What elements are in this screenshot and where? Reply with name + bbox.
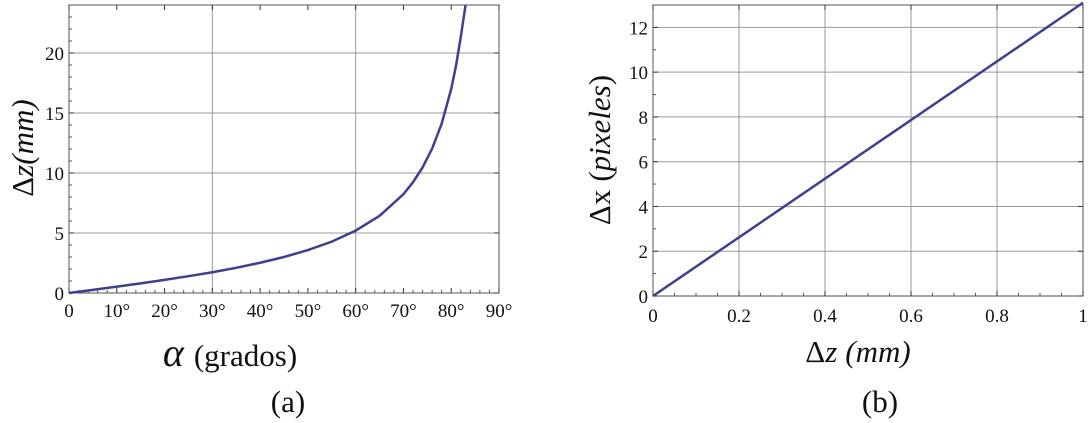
y-axis-label-a-unit: (mm) bbox=[5, 99, 40, 164]
y-tick-label-b: 6 bbox=[639, 153, 649, 174]
gridlines-b bbox=[653, 5, 1083, 296]
x-axis-label-a-text: (grados) bbox=[194, 338, 297, 373]
chart-a: 0 10° 20° 30° 40° 50° 60° 70° 80° 90° 0 5 10 15 20 α (… bbox=[5, 4, 512, 419]
gridlines-a bbox=[69, 5, 499, 293]
plot-frame-a bbox=[68, 4, 500, 294]
x-tick-label-a: 30° bbox=[199, 301, 226, 322]
x-tick-label-b: 0 bbox=[648, 306, 658, 327]
x-axis-label-b-symbol: Δ bbox=[805, 334, 825, 369]
y-tick-label-b: 2 bbox=[639, 242, 649, 263]
y-axis-label-b-var: x bbox=[582, 189, 617, 205]
x-tick-label-a: 50° bbox=[295, 301, 322, 322]
x-axis-label-a-symbol: α bbox=[163, 330, 185, 375]
x-tick-label-a: 80° bbox=[438, 301, 465, 322]
x-tick-label-b: 0.6 bbox=[899, 306, 923, 327]
x-tick-label-a: 0 bbox=[64, 301, 74, 322]
x-axis-label-b-var: z bbox=[824, 334, 837, 369]
y-tick-label-b: 4 bbox=[639, 197, 649, 218]
x-tick-label-a: 20° bbox=[151, 301, 178, 322]
panel-label-b: (b) bbox=[862, 384, 898, 419]
series-line-b bbox=[652, 1, 1084, 298]
x-axis-label-b-unit: (mm) bbox=[845, 334, 910, 369]
x-axis-label-a: α (grados) bbox=[163, 330, 297, 375]
panel-label-a: (a) bbox=[271, 384, 305, 419]
x-tick-label-a: 60° bbox=[342, 301, 369, 322]
y-axis-label-b: Δx(pixeles) bbox=[582, 75, 617, 225]
x-tick-label-a: 90° bbox=[486, 301, 513, 322]
y-tick-label-b: 0 bbox=[639, 287, 649, 308]
x-tick-label-b: 0.2 bbox=[727, 306, 751, 327]
y-tick-label-a: 0 bbox=[55, 284, 65, 305]
y-axis-ticks-b: 0 2 4 6 8 10 12 bbox=[629, 4, 1083, 308]
y-tick-label-a: 5 bbox=[55, 224, 65, 245]
y-axis-label-a-symbol: Δ bbox=[5, 177, 40, 197]
y-axis-label-a: Δz(mm) bbox=[5, 99, 40, 196]
series-line-a bbox=[68, 4, 467, 295]
x-tick-label-b: 1 bbox=[1078, 306, 1088, 327]
x-tick-label-a: 10° bbox=[103, 301, 130, 322]
x-tick-label-b: 0.4 bbox=[813, 306, 837, 327]
y-axis-label-b-unit: pixeles bbox=[582, 85, 617, 173]
y-tick-label-b: 8 bbox=[639, 108, 649, 129]
y-tick-label-a: 15 bbox=[45, 104, 64, 125]
y-tick-label-b: 12 bbox=[629, 18, 648, 39]
x-tick-label-b: 0.8 bbox=[985, 306, 1009, 327]
y-axis-ticks-a: 0 5 10 15 20 bbox=[45, 4, 499, 305]
chart-b: 0 0.2 0.4 0.6 0.8 1 0 2 4 6 8 10 12 Δz (mm) Δx(pixel… bbox=[582, 1, 1088, 419]
x-axis-ticks-b: 0 0.2 0.4 0.6 0.8 1 bbox=[648, 5, 1088, 327]
x-axis-label-b: Δz (mm) bbox=[805, 334, 910, 369]
y-tick-label-a: 20 bbox=[45, 44, 64, 65]
y-tick-label-a: 10 bbox=[45, 164, 64, 185]
y-axis-label-b-symbol: Δ bbox=[582, 205, 617, 225]
x-axis-ticks-a: 0 10° 20° 30° 40° 50° 60° 70° 80° 90° bbox=[64, 5, 512, 322]
x-tick-label-a: 40° bbox=[247, 301, 274, 322]
y-tick-label-b: 10 bbox=[629, 63, 648, 84]
x-tick-label-a: 70° bbox=[390, 301, 417, 322]
y-axis-label-a-var: z bbox=[5, 165, 40, 178]
